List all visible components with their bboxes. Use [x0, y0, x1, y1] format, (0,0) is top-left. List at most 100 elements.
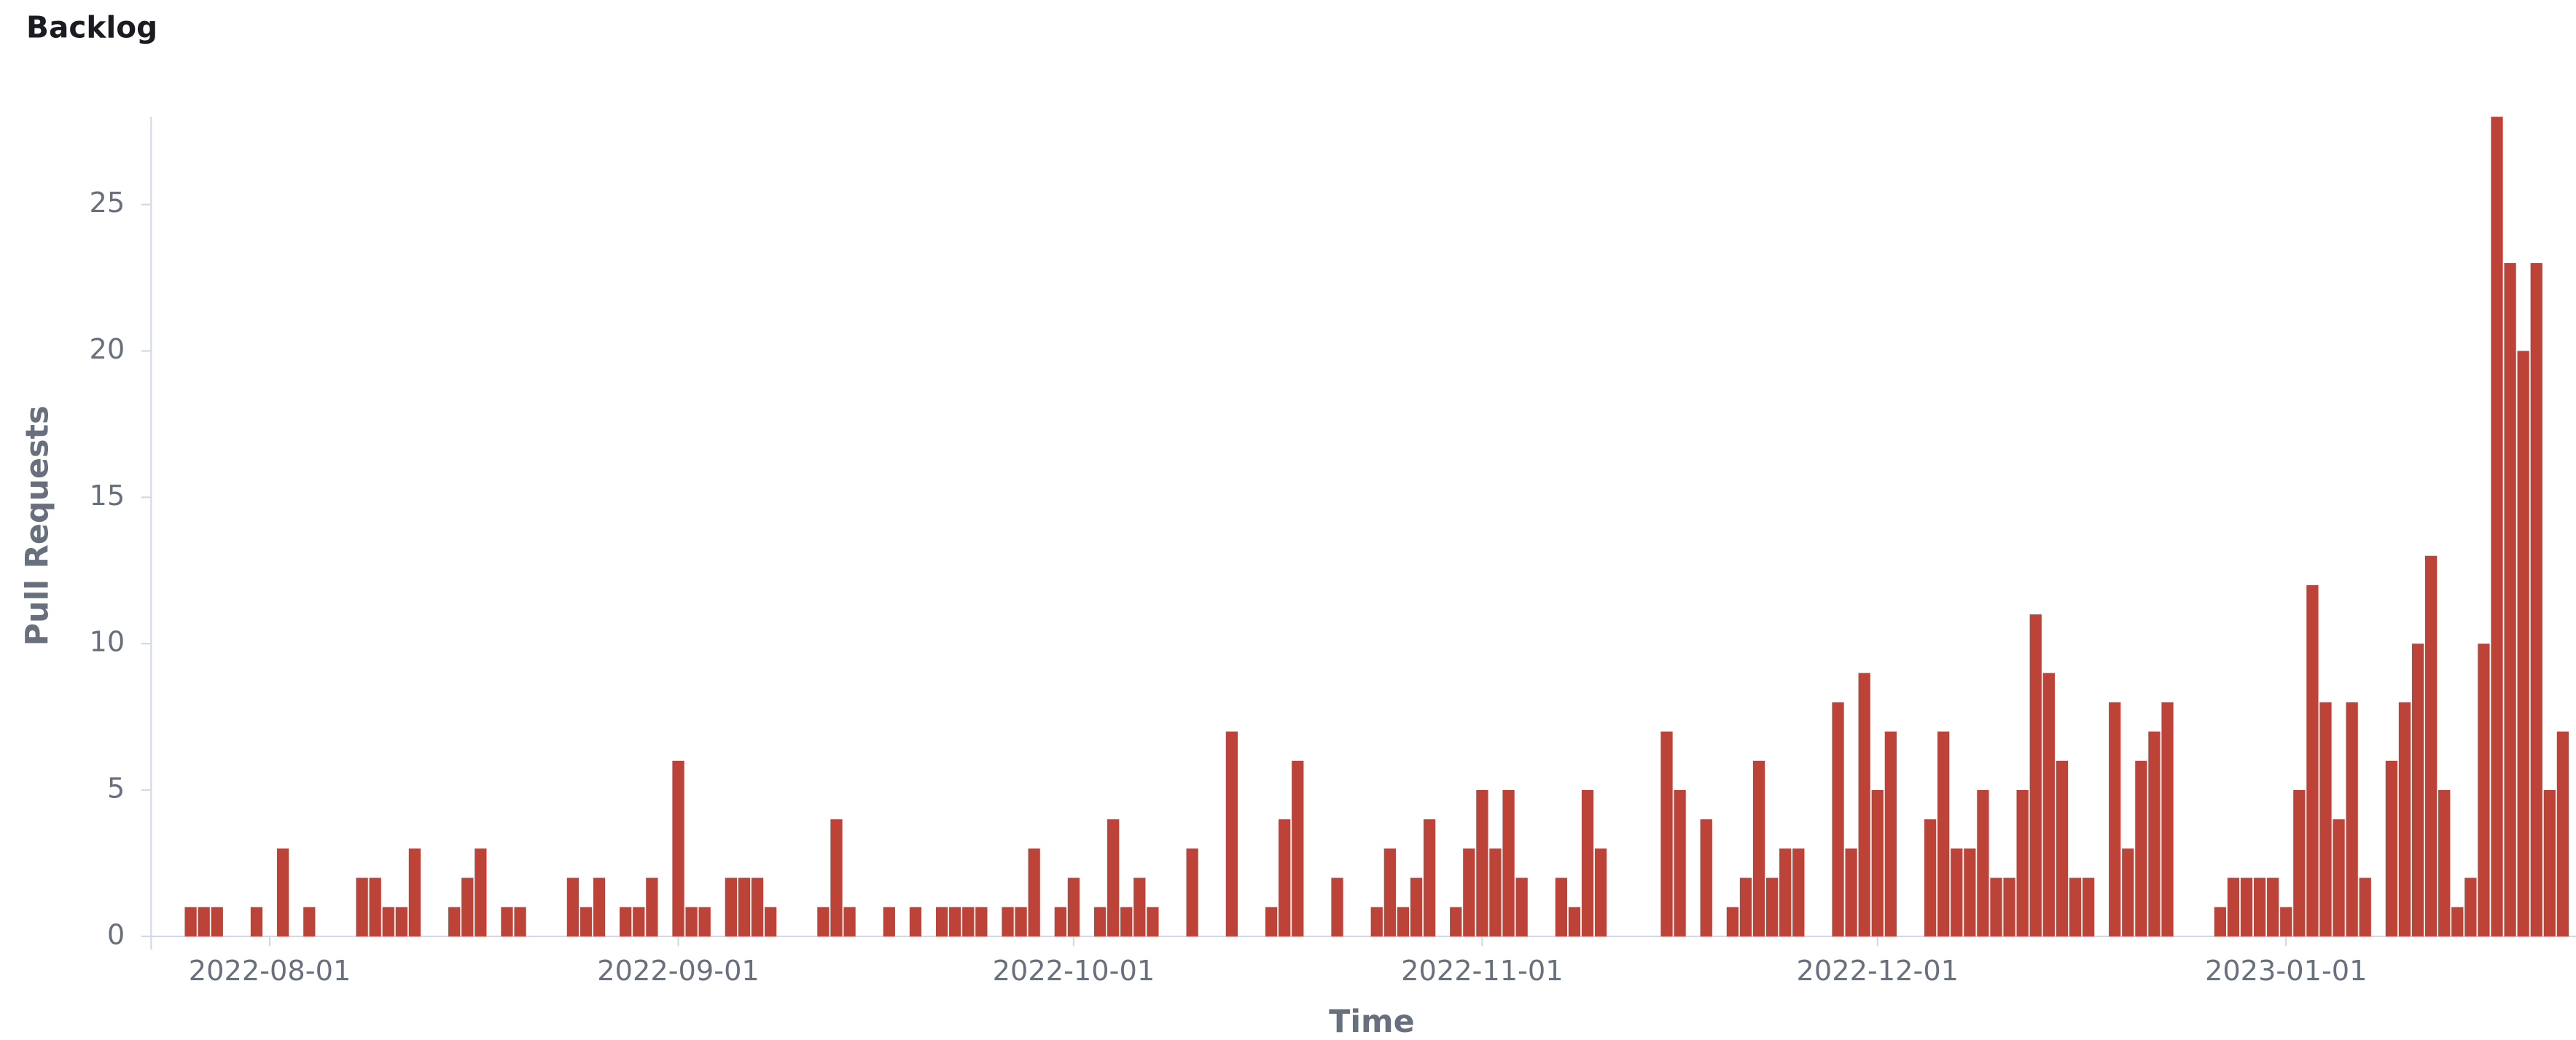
- bar: [1067, 877, 1080, 937]
- bar: [1951, 848, 1963, 937]
- bar: [843, 907, 856, 937]
- bar: [883, 907, 895, 937]
- bar: [633, 907, 645, 937]
- bar: [2451, 907, 2464, 937]
- bar: [1147, 907, 1159, 937]
- bar: [1002, 907, 1014, 937]
- bar: [250, 907, 263, 937]
- bar: [198, 907, 210, 937]
- bar: [1093, 907, 1106, 937]
- x-tick-label: 2022-08-01: [189, 955, 351, 988]
- bar: [2161, 702, 2174, 937]
- bar: [1937, 731, 1950, 937]
- bar: [566, 877, 579, 937]
- bar: [2504, 263, 2516, 937]
- bar: [2543, 790, 2556, 937]
- bar: [1858, 673, 1870, 937]
- y-tick-label: 10: [90, 626, 125, 659]
- bar: [830, 819, 843, 937]
- bar: [646, 877, 658, 937]
- bar: [1832, 702, 1844, 937]
- bar: [1977, 790, 1989, 937]
- x-tick-label: 2022-12-01: [1796, 955, 1959, 988]
- bar: [1964, 848, 1976, 937]
- bar: [2517, 351, 2529, 937]
- bar: [1463, 848, 1475, 937]
- x-tick-label: 2022-10-01: [993, 955, 1155, 988]
- bar: [1107, 819, 1120, 937]
- bar: [1884, 731, 1897, 937]
- y-tick-label: 25: [90, 187, 125, 219]
- y-tick-label: 0: [107, 918, 125, 951]
- bar: [1225, 731, 1238, 937]
- bar: [1292, 760, 1304, 937]
- bar: [2398, 702, 2411, 937]
- x-tick-label: 2022-11-01: [1401, 955, 1564, 988]
- bar: [1766, 877, 1779, 937]
- y-axis-title: Pull Requests: [20, 406, 56, 646]
- bar: [1739, 877, 1752, 937]
- bar: [1331, 877, 1343, 937]
- bar: [1660, 731, 1673, 937]
- x-tick-label: 2023-01-01: [2205, 955, 2368, 988]
- bar: [1383, 848, 1396, 937]
- bar: [303, 907, 316, 937]
- bar: [2214, 907, 2226, 937]
- bar: [1568, 907, 1581, 937]
- chart-title: Backlog: [26, 10, 157, 45]
- bar: [408, 848, 421, 937]
- bar: [1779, 848, 1792, 937]
- bar: [1476, 790, 1488, 937]
- bar: [2122, 848, 2134, 937]
- bar: [751, 877, 764, 937]
- bar: [909, 907, 922, 937]
- bar: [382, 907, 394, 937]
- bar: [1502, 790, 1515, 937]
- bar: [211, 907, 223, 937]
- bar: [1015, 907, 1027, 937]
- bar: [369, 877, 381, 937]
- bar: [1990, 877, 2002, 937]
- bar: [2491, 117, 2503, 937]
- bar: [2069, 877, 2082, 937]
- bar: [2333, 819, 2345, 937]
- y-tick-label: 5: [107, 773, 125, 805]
- bar: [2464, 877, 2477, 937]
- bar: [395, 907, 408, 937]
- bar: [2240, 877, 2253, 937]
- bar: [2267, 877, 2279, 937]
- bar: [1370, 907, 1383, 937]
- bar: [501, 907, 513, 937]
- bar: [2109, 702, 2121, 937]
- bar: [1397, 907, 1410, 937]
- x-tick-label: 2022-09-01: [597, 955, 760, 988]
- bar: [2556, 731, 2569, 937]
- bar: [725, 877, 737, 937]
- bar: [1594, 848, 1607, 937]
- bar: [461, 877, 474, 937]
- bar: [2411, 644, 2424, 937]
- bar: [1423, 819, 1436, 937]
- bar: [620, 907, 632, 937]
- bar: [475, 848, 487, 937]
- bar: [949, 907, 961, 937]
- bar: [1489, 848, 1502, 937]
- bar: [1845, 848, 1857, 937]
- bar: [2438, 790, 2451, 937]
- bar: [2042, 673, 2055, 937]
- bar: [448, 907, 461, 937]
- bar: [2385, 760, 2398, 937]
- bar: [1871, 790, 1884, 937]
- y-tick-label: 20: [90, 333, 125, 366]
- bar: [1581, 790, 1594, 937]
- bar: [1186, 848, 1198, 937]
- bar: [2530, 263, 2542, 937]
- bar: [1515, 877, 1528, 937]
- bar: [672, 760, 684, 937]
- bar: [2280, 907, 2292, 937]
- bar: [2346, 702, 2358, 937]
- bar: [2003, 877, 2015, 937]
- bar: [593, 877, 606, 937]
- bar: [2293, 790, 2306, 937]
